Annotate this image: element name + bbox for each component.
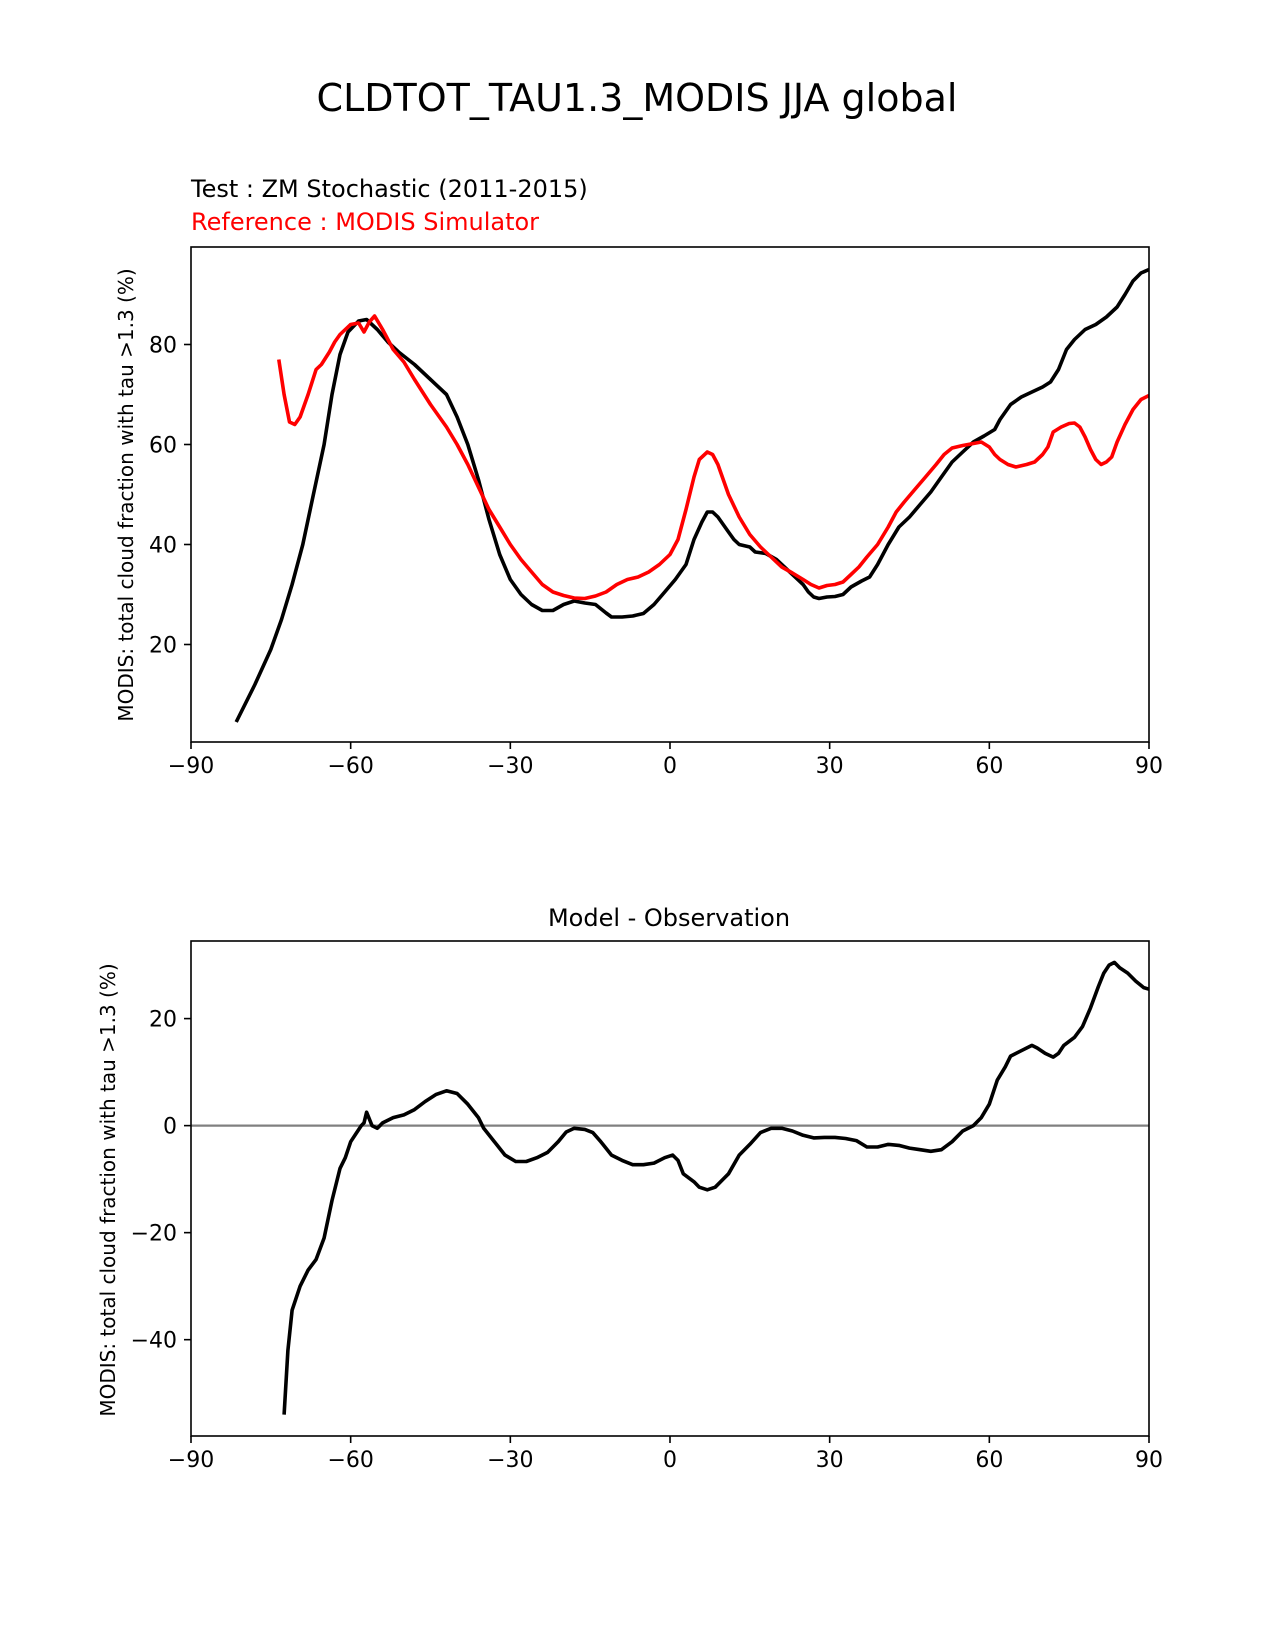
y-tick-label: 0 <box>163 1115 177 1140</box>
bottom-title: Model - Observation <box>548 904 790 932</box>
top-subtitle-test: Test : ZM Stochastic (2011-2015) <box>190 175 588 203</box>
top-panel: Test : ZM Stochastic (2011-2015) Referen… <box>114 175 1163 779</box>
bottom-plot-area: −90 −60 −30 0 30 60 90 −40 −20 0 20 <box>131 940 1163 1473</box>
x-tick-label: 60 <box>975 1448 1003 1473</box>
x-tick-label: −30 <box>487 1448 533 1473</box>
x-tick-label: −90 <box>168 754 214 779</box>
x-tick-label: −60 <box>327 1448 373 1473</box>
series-line-reference <box>277 314 1149 601</box>
x-tick-label: −90 <box>168 1448 214 1473</box>
y-tick-label: −40 <box>131 1329 177 1354</box>
top-subtitle-reference: Reference : MODIS Simulator <box>191 208 539 236</box>
y-tick-label: 80 <box>149 334 177 359</box>
bottom-y-axis-label: MODIS: total cloud fraction with tau >1.… <box>96 963 120 1416</box>
x-tick-label: −60 <box>327 754 373 779</box>
figure-title: CLDTOT_TAU1.3_MODIS JJA global <box>317 76 958 120</box>
x-tick-label: 0 <box>663 754 677 779</box>
top-y-axis-label: MODIS: total cloud fraction with tau >1.… <box>114 268 138 721</box>
x-tick-label: 0 <box>663 1448 677 1473</box>
y-tick-label: −20 <box>131 1222 177 1247</box>
x-tick-label: −30 <box>487 754 533 779</box>
y-tick-label: 40 <box>149 534 177 559</box>
y-tick-label: 20 <box>149 634 177 659</box>
series-line-difference <box>282 960 1149 1415</box>
x-tick-label: 90 <box>1135 1448 1163 1473</box>
x-tick-label: 90 <box>1135 754 1163 779</box>
top-plot-area: −90 −60 −30 0 30 60 90 20 40 60 80 <box>149 246 1163 779</box>
y-tick-label: 60 <box>149 434 177 459</box>
x-tick-label: 30 <box>816 1448 844 1473</box>
bottom-panel: Model - Observation MODIS: total cloud f… <box>96 904 1163 1473</box>
series-line-test <box>234 267 1149 723</box>
x-tick-label: 30 <box>816 754 844 779</box>
y-tick-label: 20 <box>149 1008 177 1033</box>
x-tick-label: 60 <box>975 754 1003 779</box>
